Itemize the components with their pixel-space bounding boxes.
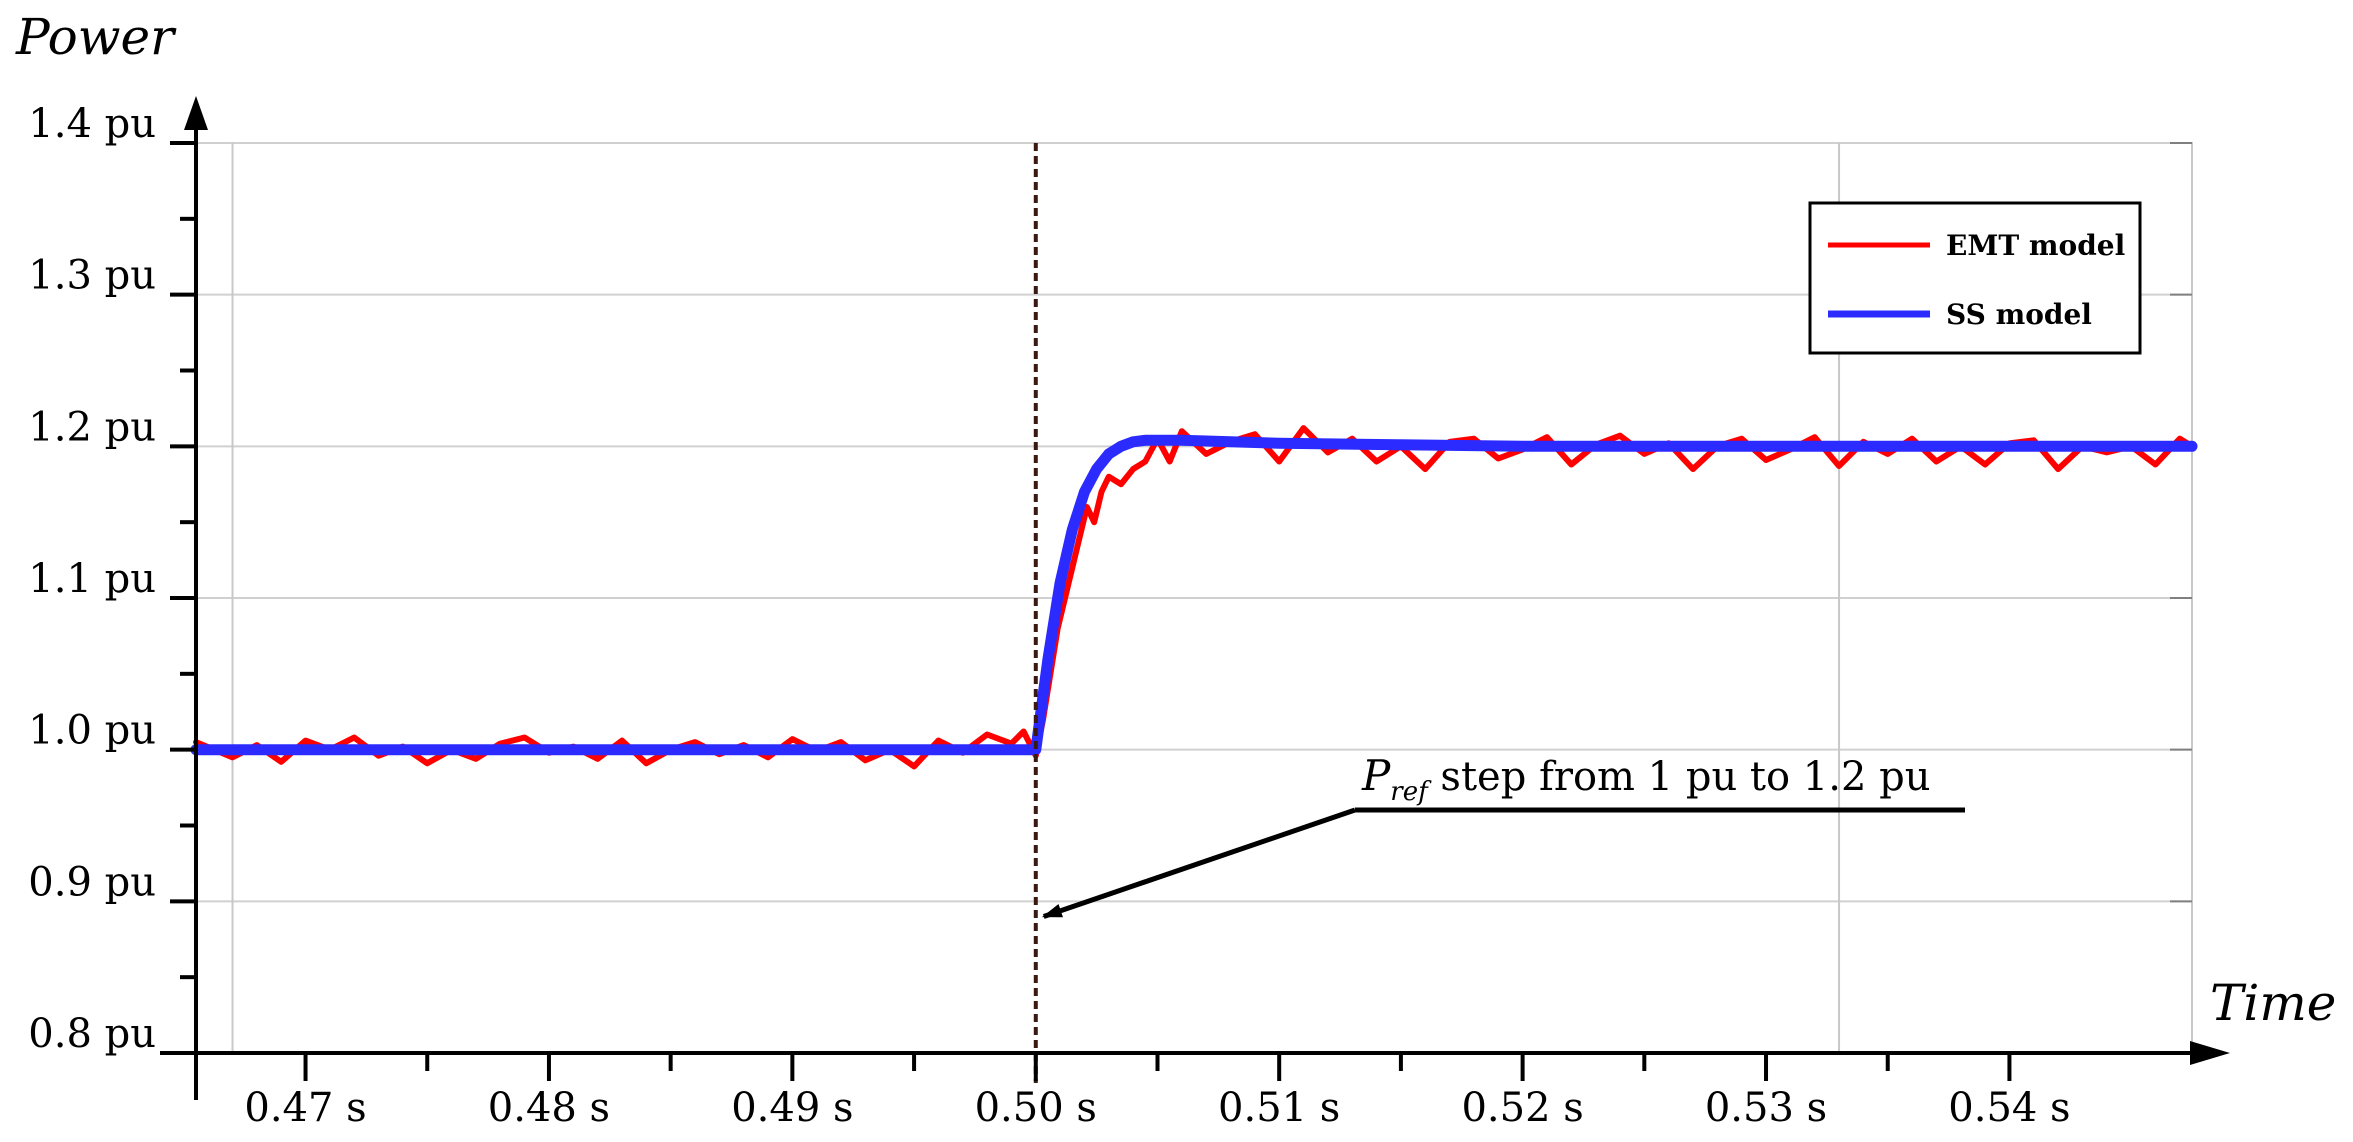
- y-axis-arrow: [184, 96, 208, 130]
- step-annotation: Pref step from 1 pu to 1.2 pu: [1041, 751, 1965, 919]
- legend: EMT model SS model: [1808, 201, 2142, 355]
- y-tick-label-3: 1.1 pu: [28, 556, 156, 602]
- x-axis-ticks: 0.47 s 0.48 s 0.49 s 0.50 s 0.51 s 0.52 s 0.53…: [244, 1053, 2071, 1131]
- y-axis-ticks: 0.8 pu 0.9 pu 1.0 pu 1.1 pu 1.2 pu 1.3 pu 1.4 …: [28, 101, 196, 1057]
- legend-box: [1808, 201, 2142, 355]
- y-tick-label-0: 0.8 pu: [28, 1011, 156, 1057]
- annotation-arrow: [1041, 807, 1356, 919]
- series-layer: [190, 425, 2198, 770]
- annotation-text: step from 1 pu to 1.2 pu: [1428, 754, 1931, 800]
- y-tick-label-2: 1.0 pu: [28, 708, 156, 754]
- annotation-label: Pref step from 1 pu to 1.2 pu: [1361, 751, 1931, 807]
- x-tick-label-2: 0.49 s: [731, 1085, 853, 1131]
- x-tick-label-3: 0.50 s: [975, 1085, 1097, 1131]
- x-tick-label-4: 0.51 s: [1218, 1085, 1340, 1131]
- legend-label-ss: SS model: [1946, 298, 2092, 331]
- series-line-ss: [190, 434, 2198, 756]
- annotation-subscript: ref: [1390, 777, 1432, 807]
- y-tick-label-1: 0.9 pu: [28, 859, 156, 905]
- x-axis-arrow: [2190, 1041, 2230, 1065]
- x-tick-label-0: 0.47 s: [244, 1085, 366, 1131]
- x-tick-label-1: 0.48 s: [488, 1085, 610, 1131]
- axes: [160, 96, 2230, 1100]
- y-tick-label-4: 1.2 pu: [28, 404, 156, 450]
- x-tick-label-7: 0.54 s: [1948, 1085, 2070, 1131]
- annotation-prefix: P: [1361, 751, 1391, 800]
- x-tick-label-5: 0.52 s: [1461, 1085, 1583, 1131]
- right-axis-ticks: [2170, 142, 2192, 1054]
- x-axis-title: Time: [2210, 974, 2336, 1032]
- x-tick-label-6: 0.53 s: [1705, 1085, 1827, 1131]
- legend-label-emt: EMT model: [1946, 229, 2125, 262]
- y-axis-title: Power: [15, 8, 177, 66]
- y-tick-label-6: 1.4 pu: [28, 101, 156, 147]
- y-tick-label-5: 1.3 pu: [28, 253, 156, 299]
